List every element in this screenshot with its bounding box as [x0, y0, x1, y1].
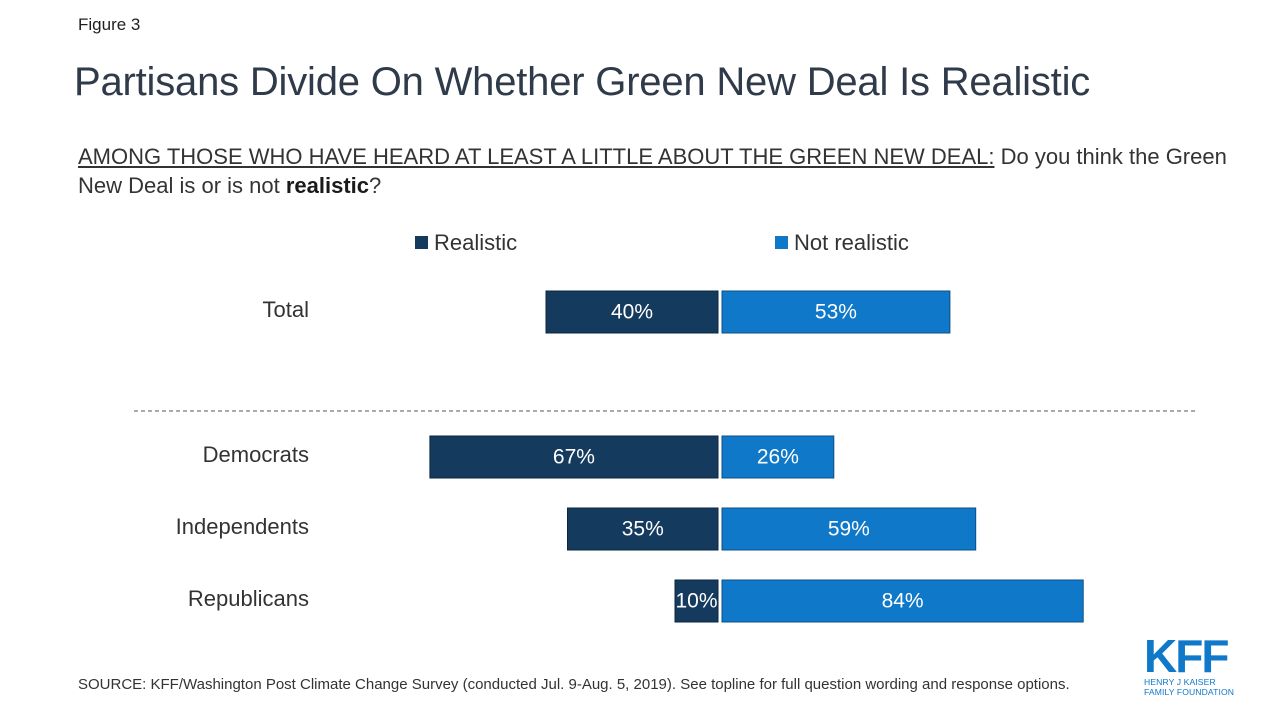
bar-realistic-independents: [567, 507, 719, 551]
bar-realistic-democrats: [429, 435, 719, 479]
logo-line-2: FAMILY FOUNDATION: [1144, 687, 1235, 697]
data-label-realistic-total: 40%: [611, 301, 653, 324]
bar-not-realistic-republicans: [721, 579, 1084, 623]
chart-title: Partisans Divide On Whether Green New De…: [74, 60, 1091, 104]
data-label-realistic-democrats: 67%: [553, 446, 595, 469]
category-label-independents: Independents: [176, 514, 309, 539]
data-label-realistic-republicans: 10%: [675, 590, 717, 613]
legend-label-realistic: Realistic: [434, 230, 517, 255]
subtitle-emphasis: realistic: [285, 173, 370, 198]
bar-realistic-republicans: [674, 579, 719, 623]
bar-not-realistic-total: [721, 290, 951, 334]
kff-logo: KFF HENRY J KAISER FAMILY FOUNDATION: [1144, 630, 1236, 699]
source-note: SOURCE: KFF/Washington Post Climate Chan…: [78, 676, 1070, 693]
logo-mark: KFF: [1144, 630, 1229, 682]
category-label-total: Total: [263, 297, 309, 322]
category-label-democrats: Democrats: [203, 442, 309, 467]
data-label-not-realistic-total: 53%: [815, 301, 857, 324]
logo-line-1: HENRY J KAISER: [1144, 677, 1216, 687]
figure-label: Figure 3: [78, 15, 141, 34]
bar-realistic-total: [545, 290, 719, 334]
legend-swatch-not-realistic: [775, 236, 788, 249]
chart-subtitle: AMONG THOSE WHO HAVE HEARD AT LEAST A LI…: [78, 142, 1238, 200]
data-label-not-realistic-independents: 59%: [828, 518, 870, 541]
legend-label-not-realistic: Not realistic: [794, 230, 909, 255]
subtitle-text-before: Do you think the Green New Deal is or is…: [78, 144, 1227, 198]
bar-not-realistic-democrats: [721, 435, 835, 479]
bar-not-realistic-independents: [721, 507, 977, 551]
legend-swatch-realistic: [415, 236, 428, 249]
data-label-not-realistic-democrats: 26%: [757, 446, 799, 469]
data-label-realistic-independents: 35%: [622, 518, 664, 541]
subtitle-lead: AMONG THOSE WHO HAVE HEARD AT LEAST A LI…: [78, 144, 995, 169]
category-label-republicans: Republicans: [188, 586, 309, 611]
data-label-not-realistic-republicans: 84%: [882, 590, 924, 613]
subtitle-text-after: ?: [369, 173, 382, 198]
